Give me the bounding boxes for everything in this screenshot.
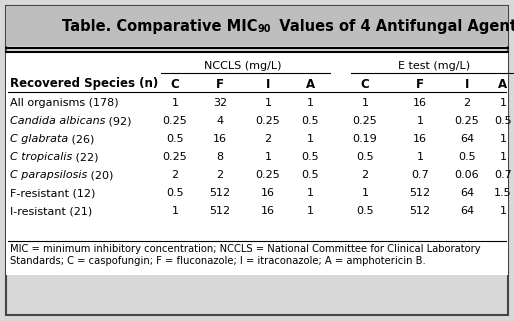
Text: 1: 1 [416, 152, 424, 162]
Text: 1: 1 [306, 134, 314, 144]
Text: Standards; C = caspofungin; F = fluconazole; I = itraconazole; A = amphotericin : Standards; C = caspofungin; F = fluconaz… [10, 256, 426, 266]
Text: (92): (92) [105, 116, 132, 126]
Bar [6, 53, 508, 275]
Text: 1: 1 [361, 98, 369, 108]
Text: Candida albicans: Candida albicans [10, 116, 105, 126]
Text: C: C [361, 77, 370, 91]
Text: 1: 1 [265, 152, 271, 162]
Text: 16: 16 [261, 206, 275, 216]
Text: F-resistant (12): F-resistant (12) [10, 188, 96, 198]
Text: 0.06: 0.06 [455, 170, 480, 180]
Text: I: I [266, 77, 270, 91]
Text: F: F [416, 77, 424, 91]
Text: 0.25: 0.25 [162, 152, 188, 162]
Text: C glabrata: C glabrata [10, 134, 68, 144]
Text: 0.5: 0.5 [301, 170, 319, 180]
Text: 0.25: 0.25 [353, 116, 377, 126]
Text: (22): (22) [72, 152, 99, 162]
Text: 1: 1 [172, 98, 178, 108]
Text: NCCLS (mg/L): NCCLS (mg/L) [204, 61, 281, 71]
Text: 2: 2 [361, 170, 369, 180]
Text: 1.5: 1.5 [494, 188, 512, 198]
Text: 0.5: 0.5 [356, 206, 374, 216]
Text: 16: 16 [261, 188, 275, 198]
Text: 0.5: 0.5 [301, 152, 319, 162]
Text: (26): (26) [68, 134, 95, 144]
Bar [6, 6, 508, 46]
Text: 0.5: 0.5 [458, 152, 476, 162]
Text: 4: 4 [216, 116, 224, 126]
Text: 1: 1 [500, 206, 506, 216]
Text: C tropicalis: C tropicalis [10, 152, 72, 162]
Text: 16: 16 [213, 134, 227, 144]
Text: 512: 512 [410, 188, 431, 198]
Text: 2: 2 [264, 134, 271, 144]
Text: 8: 8 [216, 152, 224, 162]
Text: 512: 512 [209, 206, 231, 216]
Text: 1: 1 [500, 98, 506, 108]
Text: 32: 32 [213, 98, 227, 108]
Text: MIC = minimum inhibitory concentration; NCCLS = National Committee for Clinical : MIC = minimum inhibitory concentration; … [10, 244, 481, 254]
Text: F: F [216, 77, 224, 91]
Text: 90: 90 [257, 24, 270, 34]
Text: 0.5: 0.5 [494, 116, 512, 126]
Text: 16: 16 [413, 134, 427, 144]
Text: 0.25: 0.25 [162, 116, 188, 126]
Text: A: A [499, 77, 507, 91]
Text: 2: 2 [172, 170, 178, 180]
Text: 0.25: 0.25 [454, 116, 480, 126]
Text: I: I [465, 77, 469, 91]
Text: 0.5: 0.5 [166, 134, 184, 144]
Text: 64: 64 [460, 134, 474, 144]
Text: C parapsilosis: C parapsilosis [10, 170, 87, 180]
Text: 512: 512 [209, 188, 231, 198]
Text: A: A [305, 77, 315, 91]
Text: 1: 1 [172, 206, 178, 216]
Text: (20): (20) [87, 170, 114, 180]
Text: 64: 64 [460, 206, 474, 216]
Text: 1: 1 [416, 116, 424, 126]
Text: 0.25: 0.25 [255, 116, 280, 126]
Text: C: C [171, 77, 179, 91]
Text: 0.7: 0.7 [411, 170, 429, 180]
Text: 512: 512 [410, 206, 431, 216]
Text: 0.5: 0.5 [166, 188, 184, 198]
Text: 0.19: 0.19 [353, 134, 377, 144]
Text: 1: 1 [361, 188, 369, 198]
Text: 1: 1 [500, 152, 506, 162]
Text: I-resistant (21): I-resistant (21) [10, 206, 92, 216]
Text: 2: 2 [464, 98, 470, 108]
Text: 16: 16 [413, 98, 427, 108]
Text: 0.25: 0.25 [255, 170, 280, 180]
Text: Values of 4 Antifungal Agents: Values of 4 Antifungal Agents [269, 19, 514, 33]
Text: 0.7: 0.7 [494, 170, 512, 180]
Text: 1: 1 [265, 98, 271, 108]
Text: 1: 1 [306, 206, 314, 216]
Text: 1: 1 [500, 134, 506, 144]
Text: 2: 2 [216, 170, 224, 180]
Text: All organisms (178): All organisms (178) [10, 98, 119, 108]
Text: 1: 1 [306, 98, 314, 108]
Text: 0.5: 0.5 [301, 116, 319, 126]
Text: Recovered Species (n): Recovered Species (n) [10, 77, 158, 91]
Text: 64: 64 [460, 188, 474, 198]
Text: 0.5: 0.5 [356, 152, 374, 162]
Text: 1: 1 [306, 188, 314, 198]
Text: Table. Comparative MIC: Table. Comparative MIC [62, 19, 257, 33]
Text: E test (mg/L): E test (mg/L) [398, 61, 470, 71]
